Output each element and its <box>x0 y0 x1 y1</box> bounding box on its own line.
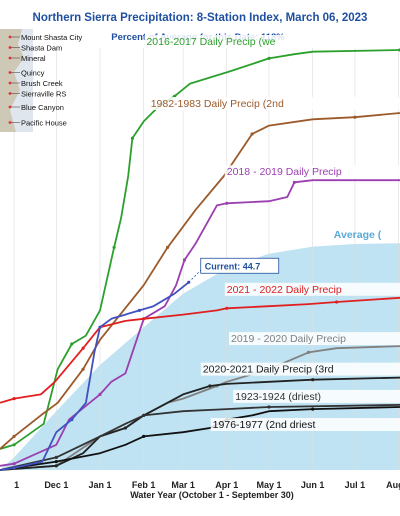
series-point <box>225 306 229 310</box>
x-tick-label: May 1 <box>257 480 282 490</box>
station-label: Blue Canyon <box>21 103 64 112</box>
average-label: Average ( <box>334 229 382 241</box>
series-label-bg <box>144 35 400 48</box>
series-label: 2019 - 2020 Daily Precip <box>231 333 346 345</box>
station-marker <box>8 121 12 124</box>
station-label: Quincy <box>21 69 45 78</box>
series-line <box>0 376 400 471</box>
series-label: 2020-2021 Daily Precip (3rd <box>203 364 334 376</box>
series-point <box>267 405 271 409</box>
x-tick-label: Feb 1 <box>132 480 156 490</box>
x-tick-label: 1 <box>14 480 19 490</box>
series-point <box>311 378 315 382</box>
series-point <box>306 350 311 354</box>
series-point <box>81 346 85 350</box>
series-point <box>292 180 296 184</box>
x-tick-label: Jun 1 <box>301 480 325 490</box>
x-tick-label: Dec 1 <box>44 480 68 490</box>
series-point <box>335 300 339 304</box>
chart-title: Northern Sierra Precipitation: 8-Station… <box>33 12 368 24</box>
x-tick-label: Apr 1 <box>215 480 238 490</box>
current-pointer <box>188 269 202 283</box>
series-point <box>12 434 16 438</box>
series-point <box>112 245 116 249</box>
x-tick-label: Mar 1 <box>171 480 195 490</box>
series-label-bg <box>233 389 400 403</box>
series-point <box>182 258 187 262</box>
series-point <box>54 464 58 468</box>
x-tick-label: Aug 1 <box>386 480 400 490</box>
series-point <box>12 466 16 470</box>
series-label: 2021 - 2022 Daily Precip <box>227 284 342 296</box>
series-point <box>137 308 141 312</box>
series-label-bg <box>148 97 400 110</box>
series-label: 2018 - 2019 Daily Precip <box>227 166 342 178</box>
series-point <box>54 460 58 464</box>
series-line <box>0 179 400 467</box>
series-label: 1976-1977 (2nd driest <box>213 419 316 431</box>
series-point <box>12 443 16 447</box>
series-point <box>12 397 16 401</box>
series-line <box>0 406 400 471</box>
plot-area: 2016-2017 Daily Precip (we 1982-1983 Dail… <box>0 35 400 490</box>
series-point <box>70 342 74 346</box>
series-point <box>208 384 212 388</box>
series-label-bg <box>228 332 400 346</box>
series-line <box>0 49 400 450</box>
series-point <box>142 317 146 321</box>
series-point <box>130 136 134 140</box>
station-label: Mount Shasta City <box>21 33 83 42</box>
map-terrain <box>0 29 24 132</box>
station-marker <box>8 92 12 95</box>
series-point <box>311 407 315 411</box>
series-label-bg <box>224 282 400 296</box>
station-label: Sierraville RS <box>21 90 66 99</box>
current-value-label: Current: 44.7 <box>205 261 261 271</box>
series-point <box>81 367 85 371</box>
series-point <box>353 115 357 119</box>
series-label-bg <box>210 418 400 431</box>
series-line <box>0 281 190 471</box>
station-label: Brush Creek <box>21 79 63 88</box>
series-label-bg <box>224 165 400 179</box>
series-point <box>54 455 58 459</box>
series-point <box>225 201 229 205</box>
series-label-bg <box>200 362 400 376</box>
station-marker <box>8 56 12 60</box>
station-label: Pacific House <box>21 119 67 128</box>
x-axis-title: Water Year (October 1 - September 30) <box>130 490 294 500</box>
series-point <box>267 56 271 61</box>
station-marker <box>8 105 12 109</box>
series-point <box>142 434 146 438</box>
x-tick-label: Jul 1 <box>345 480 366 490</box>
series-point <box>98 392 102 396</box>
series-point <box>70 418 74 422</box>
station-marker <box>8 81 12 85</box>
station-marker <box>8 46 12 49</box>
series-point <box>98 325 102 329</box>
series-point <box>250 132 254 136</box>
series-label: 2016-2017 Daily Precip (we <box>146 36 275 48</box>
series-label: 1923-1924 (driest) <box>235 391 321 403</box>
station-marker <box>8 71 12 74</box>
x-tick-label: Jan 1 <box>88 480 111 490</box>
station-label: Mineral <box>21 54 46 63</box>
station-marker <box>8 35 12 39</box>
series-label: 1982-1983 Daily Precip (2nd <box>151 98 284 110</box>
series-point <box>166 245 170 249</box>
series-point <box>12 462 16 466</box>
current-box <box>200 257 280 274</box>
station-label: Shasta Dam <box>21 44 62 53</box>
series-point <box>142 413 146 417</box>
series-point <box>123 426 127 430</box>
